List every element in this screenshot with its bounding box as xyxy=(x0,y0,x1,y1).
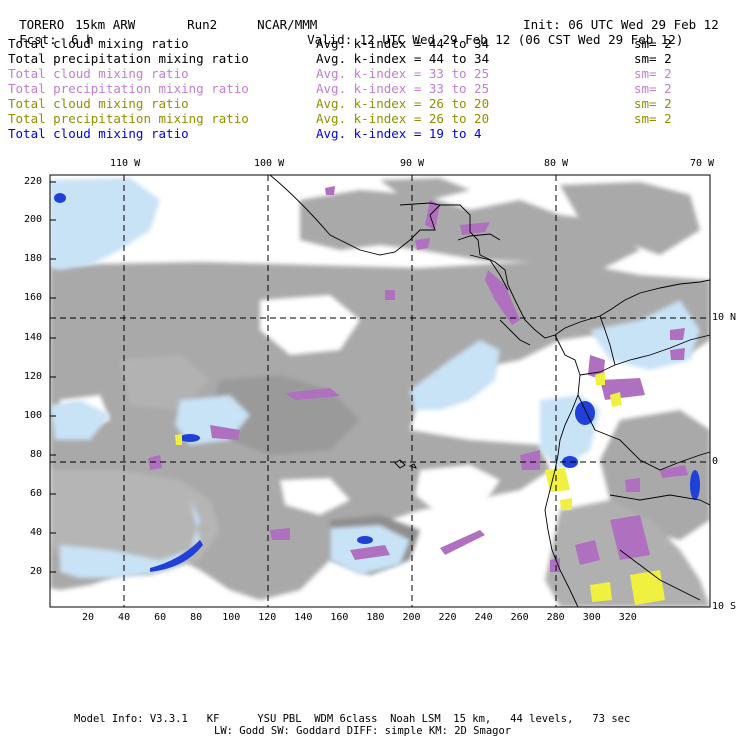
footer-model-info: Model Info: V3.3.1 KF YSU PBL WDM 6class… xyxy=(74,713,631,725)
x-tick-label: 280 xyxy=(546,612,565,623)
y-tick-label: 20 xyxy=(30,566,43,577)
x-tick-label: 80 xyxy=(190,612,203,623)
y-tick-label: 220 xyxy=(24,176,43,187)
x-tick-label: 120 xyxy=(258,612,277,623)
x-tick-label: 180 xyxy=(366,612,385,623)
legend-k-index: Avg. k-index = 44 to 34 xyxy=(316,51,490,66)
lat-label-10s: 10 S xyxy=(712,601,737,612)
y-tick-label: 40 xyxy=(30,527,43,538)
y-tick-label: 120 xyxy=(24,371,43,382)
legend-field: Total cloud mixing ratio xyxy=(8,66,189,81)
coastlines xyxy=(269,174,711,608)
legend-smoothing: sm= 2 xyxy=(634,96,672,111)
fcst-label: Fcst: xyxy=(19,32,57,47)
model-resolution: 15km ARW xyxy=(75,17,136,32)
legend-field: Total cloud mixing ratio xyxy=(8,96,189,111)
x-tick-label: 60 xyxy=(154,612,167,623)
axis-ticks xyxy=(50,181,56,573)
lon-label-80w: 80 W xyxy=(544,158,569,169)
legend-k-index: Avg. k-index = 26 to 20 xyxy=(316,96,490,111)
legend-k-index: Avg. k-index = 33 to 25 xyxy=(316,66,490,81)
y-tick-label: 200 xyxy=(24,214,43,225)
legend-field: Total cloud mixing ratio xyxy=(8,126,189,141)
purple-precip-layer xyxy=(148,186,688,572)
legend-field: Total precipitation mixing ratio xyxy=(8,81,249,96)
legend-smoothing: sm= 2 xyxy=(634,36,672,51)
y-tick-label: 100 xyxy=(24,410,43,421)
lon-label-110w: 110 W xyxy=(110,158,141,169)
footer-physics-info: LW: Godd SW: Goddard DIFF: simple KM: 2D… xyxy=(214,725,512,737)
blue-cloud-layer xyxy=(54,193,700,572)
x-tick-label: 260 xyxy=(510,612,529,623)
legend-k-index: Avg. k-index = 33 to 25 xyxy=(316,81,490,96)
init-time: Init: 06 UTC Wed 29 Feb 12 xyxy=(523,17,719,32)
x-tick-label: 220 xyxy=(438,612,457,623)
lat-label-0: 0 xyxy=(712,456,719,467)
lat-lon-grid xyxy=(50,175,710,607)
legend-field: Total cloud mixing ratio xyxy=(8,36,189,51)
y-tick-label: 60 xyxy=(30,488,43,499)
x-tick-label: 100 xyxy=(222,612,241,623)
legend-k-index: Avg. k-index = 26 to 20 xyxy=(316,111,490,126)
legend-k-index: Avg. k-index = 19 to 4 xyxy=(316,126,482,141)
lon-label-90w: 90 W xyxy=(400,158,425,169)
lon-label-100w: 100 W xyxy=(254,158,285,169)
legend-smoothing: sm= 2 xyxy=(634,81,672,96)
legend-smoothing: sm= 2 xyxy=(634,111,672,126)
legend-field: Total precipitation mixing ratio xyxy=(8,111,249,126)
yellow-precip-layer xyxy=(175,372,665,605)
x-tick-label: 40 xyxy=(118,612,131,623)
legend-field: Total precipitation mixing ratio xyxy=(8,51,249,66)
y-tick-label: 180 xyxy=(24,253,43,264)
legend-smoothing: sm= 2 xyxy=(634,51,672,66)
y-tick-label: 80 xyxy=(30,449,43,460)
x-tick-label: 320 xyxy=(618,612,637,623)
x-tick-label: 20 xyxy=(82,612,95,623)
plot-frame xyxy=(49,174,711,608)
lon-label-70w: 70 W xyxy=(690,158,715,169)
lat-label-10n: 10 N xyxy=(712,312,737,323)
model-org: NCAR/MMM xyxy=(257,17,318,32)
legend-k-index: Avg. k-index = 44 to 34 xyxy=(316,36,490,51)
valid-time: Valid: 12 UTC Wed 29 Feb 12 (06 CST Wed … xyxy=(307,32,684,47)
legend-smoothing: sm= 2 xyxy=(634,66,672,81)
y-tick-label: 160 xyxy=(24,292,43,303)
x-tick-label: 240 xyxy=(474,612,493,623)
x-tick-label: 200 xyxy=(402,612,421,623)
x-tick-label: 160 xyxy=(330,612,349,623)
y-tick-label: 140 xyxy=(24,332,43,343)
x-tick-label: 300 xyxy=(582,612,601,623)
x-tick-label: 140 xyxy=(294,612,313,623)
model-name: TORERO xyxy=(19,17,65,32)
model-run: Run2 xyxy=(187,17,218,32)
fcst-value: 6 h xyxy=(71,32,94,47)
